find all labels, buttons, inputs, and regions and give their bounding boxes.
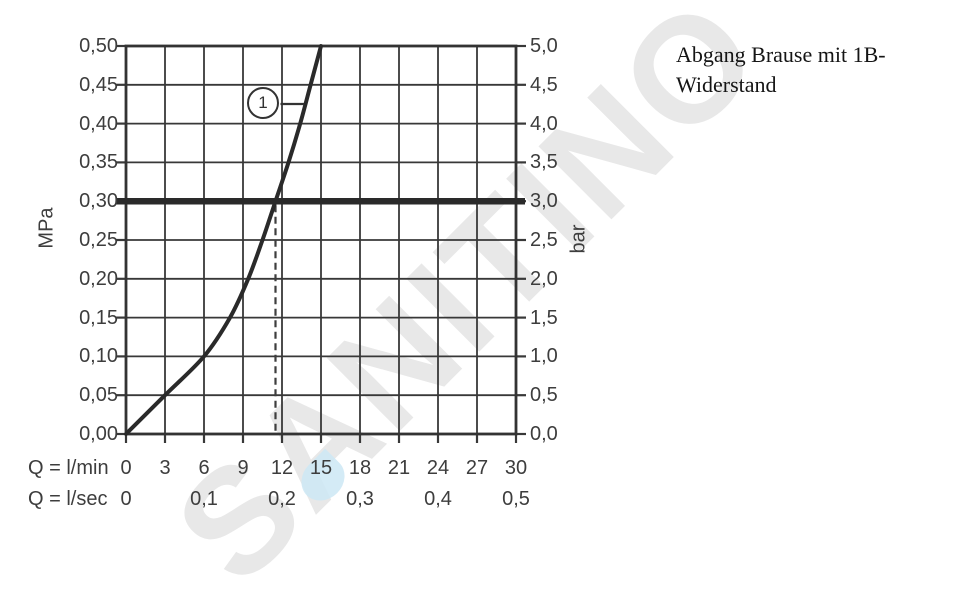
chart-caption: Abgang Brause mit 1B- Widerstand xyxy=(676,40,946,100)
curve-marker-label: 1 xyxy=(258,93,268,112)
y-axis-left-tick-label: 0,40 xyxy=(79,112,118,135)
y-axis-right-tick-label: 0,0 xyxy=(530,423,558,445)
axis-ticks xyxy=(116,44,526,443)
y-axis-left-unit-label: MPa xyxy=(35,207,58,249)
x-axis-lsec-tick-label: 0 xyxy=(120,488,132,510)
x-axis-lmin-tick-label: 9 xyxy=(237,457,249,479)
x-axis-lmin-tick-label: 12 xyxy=(270,457,294,479)
y-axis-left-tick-label: 0,45 xyxy=(79,73,118,96)
x-axis-lsec-unit-label: Q = l/sec xyxy=(28,488,108,510)
y-axis-left-tick-label: 0,15 xyxy=(79,306,118,329)
y-axis-right-tick-label: 4,0 xyxy=(530,112,558,135)
x-axis-lmin-tick-label: 27 xyxy=(465,457,489,479)
x-axis-lmin-tick-label: 15 xyxy=(309,457,333,479)
y-axis-right-tick-label: 2,5 xyxy=(530,229,558,251)
y-axis-left-tick-label: 0,50 xyxy=(79,35,118,57)
x-axis-lsec-labels: 0 0,1 0,2 0,3 0,4 0,5 xyxy=(0,487,960,511)
x-axis-lmin-tick-label: 0 xyxy=(120,457,132,479)
y-axis-left-tick-label: 0,35 xyxy=(79,151,118,174)
caption-line-1: Abgang Brause mit 1B- xyxy=(676,42,886,67)
y-axis-right-tick-label: 4,5 xyxy=(530,73,558,96)
x-axis-lmin-tick-label: 21 xyxy=(387,457,411,479)
y-axis-right-tick-label: 3,5 xyxy=(530,151,558,174)
x-axis-lmin-tick-label: 6 xyxy=(198,457,210,479)
x-axis-lmin-tick-label: 3 xyxy=(159,457,171,479)
x-axis-lmin-unit-label: Q = l/min xyxy=(28,457,109,479)
y-axis-left-tick-label: 0,00 xyxy=(79,423,118,445)
x-axis-lmin-tick-label: 30 xyxy=(504,457,528,479)
flow-curve xyxy=(124,44,323,436)
x-axis-lmin-tick-label: 18 xyxy=(348,457,372,479)
y-axis-left-tick-label: 0,25 xyxy=(79,229,118,251)
y-axis-left-tick-label: 0,20 xyxy=(79,267,118,290)
x-axis-lmin-tick-label: 24 xyxy=(426,457,450,479)
x-axis-lsec-tick-label: 0,5 xyxy=(502,488,530,510)
y-axis-right-tick-label: 1,0 xyxy=(530,345,558,368)
x-axis-lsec-tick-label: 0,2 xyxy=(268,488,296,510)
caption-line-2: Widerstand xyxy=(676,72,777,97)
y-axis-right-tick-label: 3,0 xyxy=(530,190,558,213)
y-axis-right-tick-label: 0,5 xyxy=(530,384,558,407)
y-axis-left-tick-label: 0,30 xyxy=(79,190,118,213)
y-axis-right-unit-label: bar xyxy=(567,224,590,254)
x-axis-lmin-labels: 0 3 6 9 12 15 18 21 24 27 30 xyxy=(0,456,960,480)
y-axis-right-tick-label: 1,5 xyxy=(530,306,558,329)
y-axis-left-tick-label: 0,05 xyxy=(79,384,118,407)
curve-marker-badge: 1 xyxy=(247,87,279,119)
x-axis-lsec-tick-label: 0,4 xyxy=(424,488,452,510)
y-axis-left-tick-label: 0,10 xyxy=(79,345,118,368)
y-axis-right-tick-label: 5,0 xyxy=(530,35,558,57)
x-axis-lsec-tick-label: 0,3 xyxy=(346,488,374,510)
x-axis-lsec-tick-label: 0,1 xyxy=(190,488,218,510)
y-axis-right-tick-label: 2,0 xyxy=(530,267,558,290)
